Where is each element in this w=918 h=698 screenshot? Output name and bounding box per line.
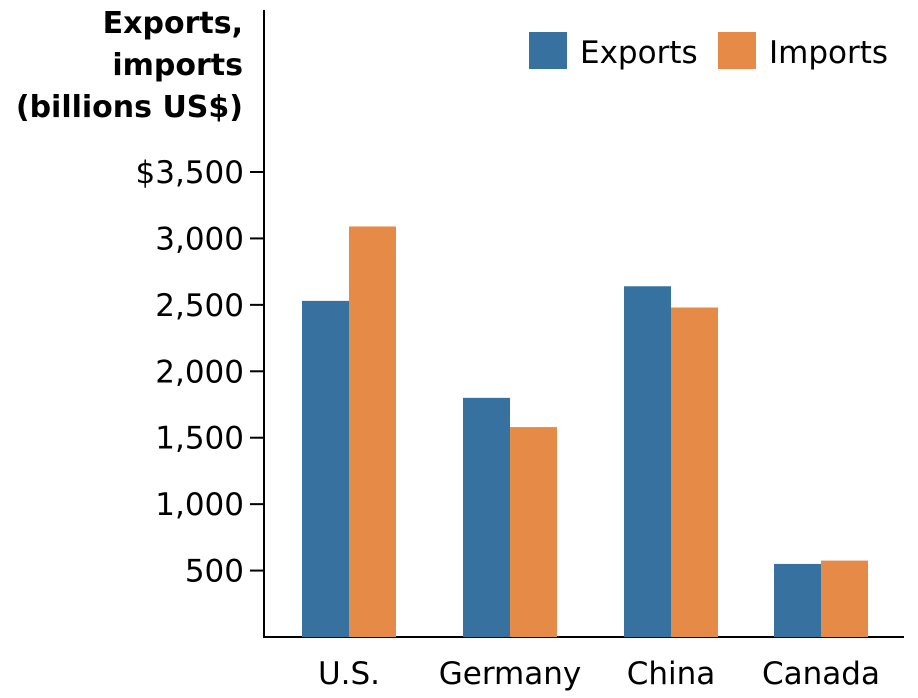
- y-axis-title-line-2: imports: [112, 48, 243, 83]
- y-tick-label: 2,500: [155, 288, 244, 324]
- x-category-label: China: [627, 656, 716, 692]
- legend-swatch-exports: [529, 32, 567, 69]
- y-tick-label: 3,000: [155, 221, 244, 257]
- y-ticks: 500 1,000 1,500 2,000 2,500 3,000 $3,500: [136, 155, 264, 590]
- x-category-label: Germany: [439, 656, 581, 692]
- x-category-label: Canada: [762, 656, 880, 692]
- x-category-labels: U.S. Germany China Canada: [318, 656, 880, 692]
- bar-exports-germany: [463, 397, 510, 637]
- legend-label-exports: Exports: [580, 35, 698, 71]
- bar-exports-us: [302, 300, 349, 637]
- bar-imports-germany: [510, 427, 557, 637]
- bar-exports-china: [624, 286, 671, 637]
- x-category-label: U.S.: [318, 656, 380, 692]
- legend: Exports Imports: [529, 32, 888, 71]
- y-axis-title-line-1: Exports,: [103, 6, 243, 41]
- bar-exports-canada: [774, 563, 821, 637]
- y-tick-label: $3,500: [136, 155, 244, 191]
- legend-label-imports: Imports: [769, 35, 888, 71]
- y-tick-label: 2,000: [155, 354, 244, 390]
- bar-imports-us: [349, 226, 396, 637]
- bar-imports-china: [671, 307, 718, 637]
- bars: [302, 226, 868, 637]
- bar-imports-canada: [821, 560, 868, 637]
- y-tick-label: 1,000: [155, 487, 244, 523]
- y-tick-label: 500: [185, 554, 244, 590]
- y-tick-label: 1,500: [155, 421, 244, 457]
- y-axis-title: Exports, imports (billions US$): [16, 6, 243, 125]
- y-axis-title-line-3: (billions US$): [16, 90, 243, 125]
- legend-swatch-imports: [718, 32, 756, 69]
